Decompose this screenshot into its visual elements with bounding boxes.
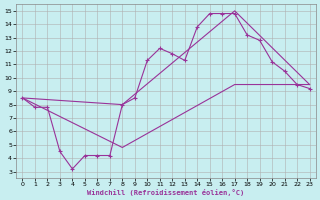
X-axis label: Windchill (Refroidissement éolien,°C): Windchill (Refroidissement éolien,°C) <box>87 189 245 196</box>
